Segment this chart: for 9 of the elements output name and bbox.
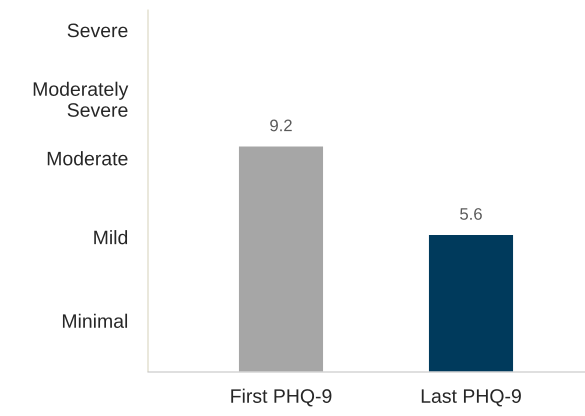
data-label: 5.6 <box>460 208 482 220</box>
x-tick-label: Last PHQ-9 <box>422 389 521 406</box>
text: Minimal <box>62 314 128 328</box>
data-label: 9.2 <box>270 120 292 132</box>
text: Moderate <box>48 151 128 166</box>
x-tick-label: First PHQ-9 <box>231 388 332 406</box>
text: Severe <box>68 24 128 38</box>
text: Mild <box>94 230 128 244</box>
text: Moderately Severe <box>34 82 128 117</box>
